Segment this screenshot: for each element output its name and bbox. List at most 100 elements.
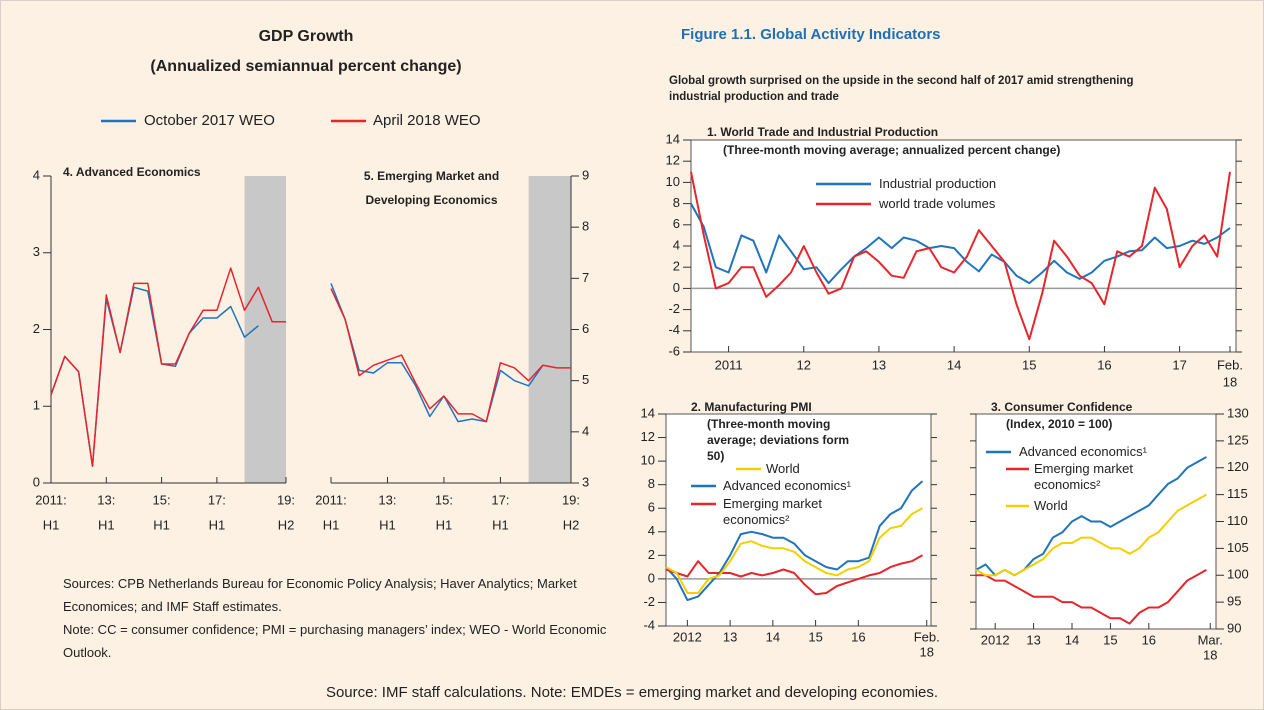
- note: Note: CC = consumer confidence; PMI = pu…: [63, 622, 607, 660]
- series-line: [975, 493, 1207, 577]
- x-tick-label: 16: [1142, 632, 1156, 647]
- series-line: [690, 171, 1231, 341]
- panel-title: 5. Emerging Market and Developing Econom…: [363, 169, 500, 207]
- plot-area: [665, 413, 932, 627]
- y-tick-label: 95: [1227, 594, 1241, 609]
- y-tick-label: 1: [33, 398, 40, 413]
- x-tick-label: 17:: [208, 492, 226, 507]
- y-tick-label: 7: [582, 270, 589, 285]
- legend-label: World: [766, 461, 800, 476]
- y-tick-label: 2: [673, 259, 680, 274]
- sources: Sources: CPB Netherlands Bureau for Econ…: [63, 576, 577, 614]
- x-tick-sublabel: H1: [436, 517, 453, 532]
- shaded-period: [528, 176, 571, 483]
- y-tick-label: -2: [643, 594, 655, 609]
- panel-title: 3. Consumer Confidence: [991, 400, 1133, 414]
- y-tick-label: 4: [648, 523, 655, 538]
- series-line: [50, 286, 259, 467]
- x-tick-sublabel: 18: [1223, 374, 1237, 389]
- y-tick-label: 6: [648, 500, 655, 515]
- x-tick-label: 14: [947, 357, 961, 372]
- panel-title: 4. Advanced Economics: [63, 165, 201, 179]
- y-tick-label: 4: [582, 423, 589, 438]
- y-tick-label: 4: [673, 237, 680, 252]
- y-tick-label: 3: [582, 474, 589, 489]
- y-tick-label: 115: [1227, 486, 1248, 501]
- x-tick-sublabel: H1: [153, 517, 170, 532]
- x-tick-sublabel: H1: [209, 517, 226, 532]
- y-tick-label: 8: [582, 219, 589, 234]
- x-tick-sublabel: H2: [563, 517, 580, 532]
- x-tick-label: 14: [766, 629, 780, 644]
- panel-subtitle: (Three-month moving average; deviations …: [707, 417, 850, 463]
- y-tick-label: 0: [33, 474, 40, 489]
- y-tick-label: 2: [648, 547, 655, 562]
- x-tick-label: 2011: [715, 357, 743, 372]
- x-tick-label: 14: [1065, 632, 1079, 647]
- y-tick-label: 130: [1227, 405, 1249, 420]
- y-tick-label: 8: [648, 476, 655, 491]
- y-tick-label: 12: [666, 153, 680, 168]
- panel-subtitle: (Index, 2010 = 100): [1006, 417, 1113, 431]
- x-tick-label: 2012: [981, 632, 1010, 647]
- y-tick-label: 12: [641, 429, 655, 444]
- x-tick-sublabel: H1: [492, 517, 509, 532]
- y-tick-label: 5: [582, 372, 589, 387]
- y-tick-label: -2: [668, 301, 680, 316]
- y-tick-label: 9: [582, 167, 589, 182]
- shaded-period: [244, 176, 286, 483]
- x-tick-label: 13: [1026, 632, 1040, 647]
- y-tick-label: -6: [668, 343, 680, 358]
- series-line: [690, 203, 1231, 285]
- y-tick-label: 100: [1227, 567, 1249, 582]
- legend-label: World: [1034, 498, 1068, 513]
- left-subtitle: (Annualized semiannual percent change): [150, 58, 462, 75]
- x-tick-label: 15:: [153, 492, 171, 507]
- x-tick-label: Feb.: [914, 629, 940, 644]
- x-tick-label: 15: [1022, 357, 1036, 372]
- y-tick-label: 0: [673, 280, 680, 295]
- legend-label: Emerging market economics²: [1034, 461, 1133, 492]
- panel-subtitle: (Three-month moving average; annualized …: [723, 143, 1061, 157]
- x-tick-sublabel: H2: [278, 517, 295, 532]
- x-tick-label: 16: [1097, 357, 1111, 372]
- y-tick-label: 4: [33, 167, 40, 182]
- x-tick-sublabel: H1: [43, 517, 60, 532]
- y-tick-label: 14: [641, 405, 655, 420]
- y-tick-label: -4: [643, 617, 655, 632]
- legend-label: Advanced economics¹: [1019, 444, 1147, 459]
- panel-title: 2. Manufacturing PMI: [691, 400, 812, 414]
- y-tick-label: 14: [666, 131, 680, 146]
- panel-title: 1. World Trade and Industrial Production: [707, 125, 939, 139]
- x-tick-sublabel: H1: [323, 517, 340, 532]
- y-tick-label: 10: [666, 174, 680, 189]
- x-tick-sublabel: H1: [379, 517, 396, 532]
- y-tick-label: 90: [1227, 620, 1241, 635]
- x-tick-label: 15: [808, 629, 822, 644]
- y-tick-label: 8: [673, 195, 680, 210]
- y-tick-label: 110: [1227, 513, 1248, 528]
- y-tick-label: 125: [1227, 432, 1249, 447]
- x-tick-label: Feb.: [1217, 357, 1243, 372]
- legend-label: world trade volumes: [879, 196, 996, 211]
- x-tick-label: 19:: [562, 492, 580, 507]
- x-tick-label: 12: [797, 357, 811, 372]
- x-tick-label: 2012: [673, 629, 702, 644]
- x-tick-label: 2011:: [315, 492, 347, 507]
- series-line: [330, 288, 571, 423]
- left-title: GDP Growth: [258, 28, 354, 45]
- x-tick-label: 16: [851, 629, 865, 644]
- y-tick-label: 120: [1227, 459, 1249, 474]
- x-tick-label: 15:: [435, 492, 453, 507]
- legend-label: Industrial production: [879, 176, 997, 191]
- x-tick-sublabel: H1: [98, 517, 115, 532]
- series-line: [665, 480, 924, 602]
- x-tick-sublabel: 18: [1203, 647, 1217, 662]
- y-tick-label: -4: [668, 322, 680, 337]
- legend-label: April 2018 WEO: [373, 112, 481, 129]
- x-tick-label: 17: [1172, 357, 1186, 372]
- y-tick-label: 6: [673, 216, 680, 231]
- series-line: [330, 283, 544, 423]
